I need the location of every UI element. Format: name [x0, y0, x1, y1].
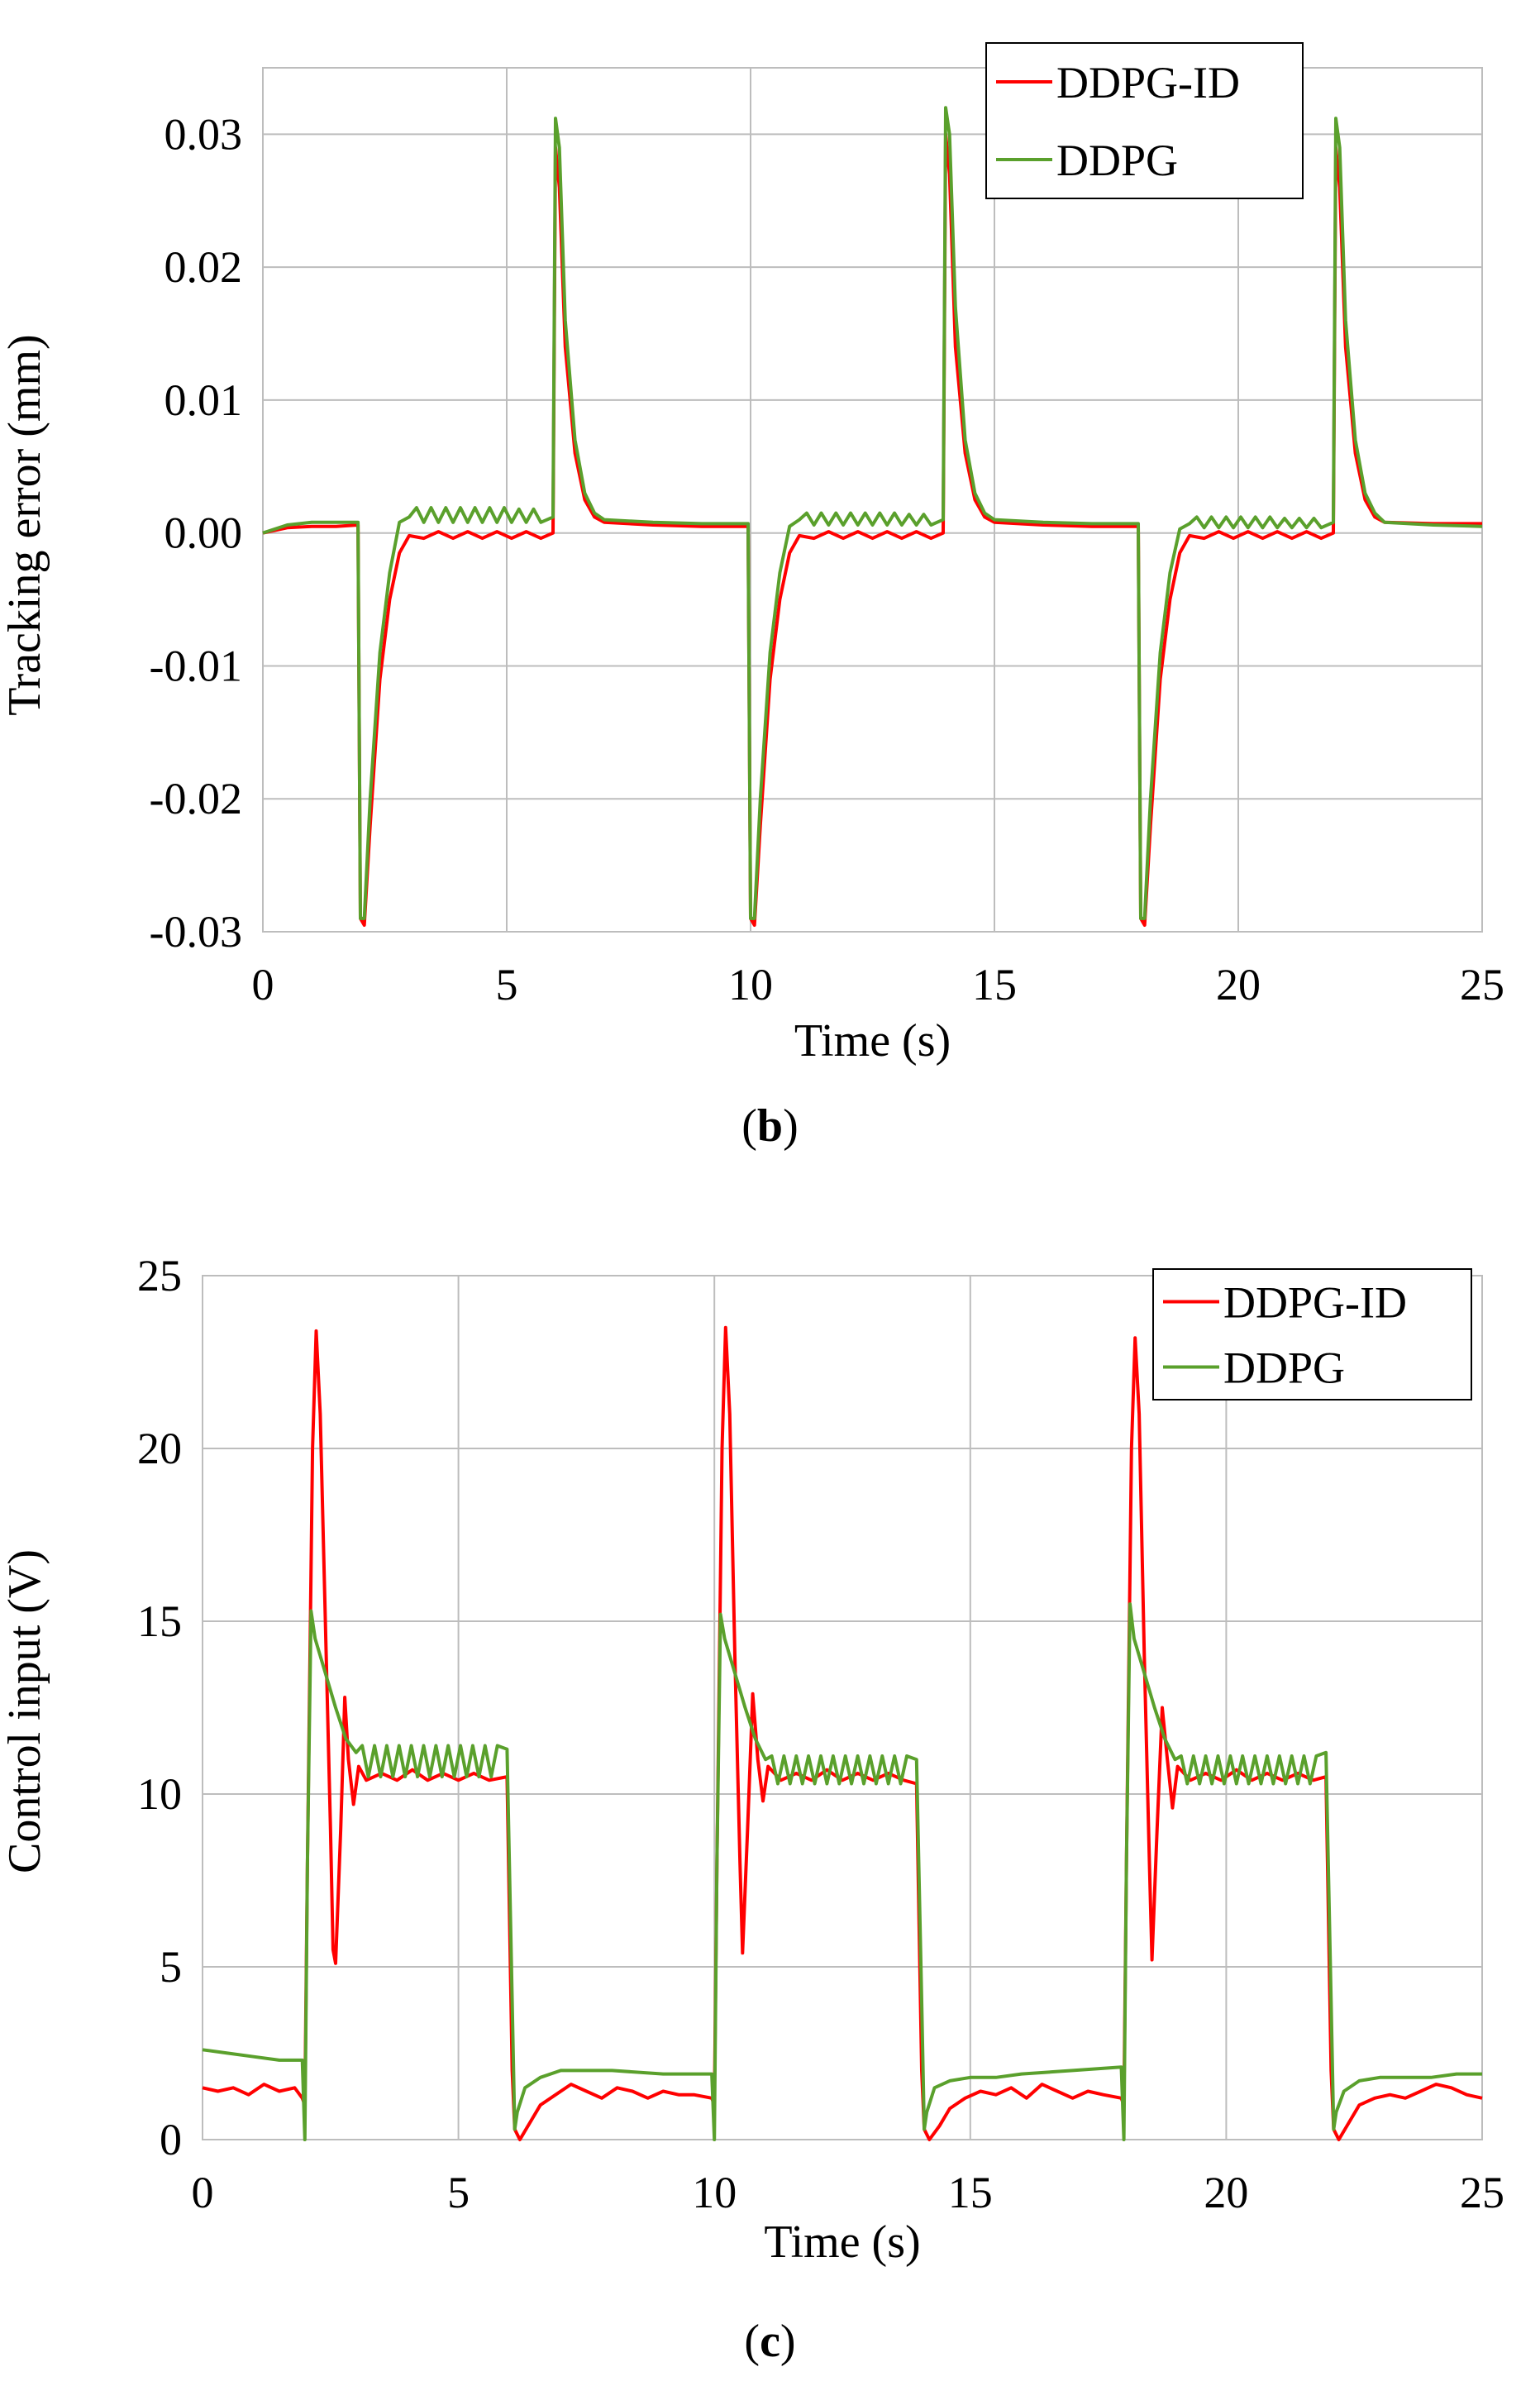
chart-b-ylabel: Tracking error (mm)	[0, 334, 50, 715]
chart-b-legend-label: DDPG	[1056, 136, 1178, 185]
chart-b-legend-box	[985, 42, 1304, 199]
chart-c-legend-label: DDPG	[1223, 1343, 1345, 1393]
chart-b-xtick-label: 20	[1216, 960, 1261, 1009]
chart-b-ytick-label: -0.01	[150, 641, 242, 690]
chart-b-ytick-label: 0.01	[164, 375, 243, 425]
chart-b-xtick-label: 0	[252, 960, 274, 1009]
chart-b-xtick-label: 10	[728, 960, 773, 1009]
chart-c-legend: DDPG-ID DDPG	[1152, 1268, 1472, 1401]
chart-c-svg: 0 5 10 15 20 25 25 20 15 10 5 0 Time (s) Control inpu…	[0, 1251, 1504, 2268]
chart-c-xtick-label: 10	[692, 2168, 737, 2217]
chart-c-xtick-label: 5	[447, 2168, 470, 2217]
chart-b-xtick-label: 15	[972, 960, 1017, 1009]
chart-c-xtick-label: 0	[192, 2168, 214, 2217]
chart-c-ylabel: Control input (V)	[0, 1549, 50, 1873]
chart-c-ytick-label: 10	[137, 1769, 182, 1819]
chart-c-xlabel: Time (s)	[764, 2217, 920, 2268]
chart-b-plot-frame	[262, 67, 1483, 933]
chart-c-series-ddpg	[202, 1602, 1482, 2141]
caption-b: (b)	[741, 1100, 799, 1152]
caption-c-letter: c	[760, 2316, 780, 2367]
chart-c-body: 0 5 10 15 20 25 25 20 15 10 5 0 Time (s) Control inpu…	[0, 1251, 1504, 2268]
chart-c-legend-label: DDPG-ID	[1223, 1278, 1407, 1328]
chart-c-ytick-label: 20	[137, 1424, 182, 1473]
caption-b-letter: b	[756, 1100, 784, 1152]
chart-c-series-ddpg-id	[202, 1325, 1483, 2141]
chart-c-ytick-label: 5	[160, 1942, 182, 1992]
chart-panel-b: 0 5 10 15 20 25 0.03 0.02 0.01 0.00 -0.01 -0.02 -0.0…	[0, 0, 1540, 1199]
chart-b-body: 0 5 10 15 20 25 0.03 0.02 0.01 0.00 -0.01 -0.02 -0.0…	[0, 42, 1504, 1067]
chart-b-ytick-label: 0.02	[164, 242, 243, 292]
chart-b-xlabel: Time (s)	[794, 1015, 951, 1067]
chart-b-legend-label: DDPG-ID	[1056, 58, 1240, 107]
chart-b-ytick-label: -0.02	[150, 774, 242, 823]
caption-c: (c)	[744, 2316, 796, 2367]
chart-b-ytick-label: 0.03	[164, 109, 243, 159]
chart-panel-c: 0 5 10 15 20 25 25 20 15 10 5 0 Time (s) Control inpu…	[0, 1199, 1540, 2405]
chart-c-legend-box	[1152, 1268, 1472, 1401]
chart-b-series-ddpg	[262, 106, 1483, 920]
chart-b-svg: 0 5 10 15 20 25 0.03 0.02 0.01 0.00 -0.01 -0.02 -0.0…	[0, 42, 1504, 1067]
chart-c-xtick-label: 25	[1460, 2168, 1504, 2217]
chart-b-legend: DDPG-ID DDPG	[985, 42, 1304, 199]
chart-c-xtick-label: 20	[1204, 2168, 1248, 2217]
chart-c-ytick-label: 25	[137, 1251, 182, 1300]
chart-c-ytick-label: 0	[160, 2115, 182, 2164]
chart-b-series-ddpg-id	[262, 132, 1482, 927]
chart-b-ytick-label: -0.03	[150, 907, 242, 957]
chart-b-xtick-label: 25	[1460, 960, 1504, 1009]
chart-b-xtick-label: 5	[496, 960, 518, 1009]
chart-b-ytick-label: 0.00	[164, 508, 243, 558]
chart-c-plot-frame	[202, 1275, 1483, 2140]
chart-c-xtick-label: 15	[948, 2168, 993, 2217]
chart-c-ytick-label: 15	[137, 1596, 182, 1646]
